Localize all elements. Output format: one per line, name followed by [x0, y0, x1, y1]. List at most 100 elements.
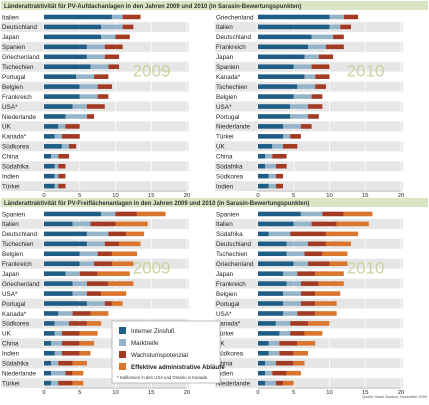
bar-deutschland-2 [122, 24, 134, 30]
bar-belgien-0 [44, 84, 80, 89]
bar-südkorea-1 [268, 173, 276, 179]
bar-indien-2 [275, 183, 284, 189]
bar-deutschland-2 [333, 34, 344, 40]
bar-usa-0 [44, 291, 73, 296]
category-label: Frankreich [2, 261, 32, 268]
bar-uk-2 [283, 144, 298, 149]
category-label: Italien [2, 14, 19, 21]
category-label: USA* [2, 291, 18, 298]
bar-griechenland-2 [308, 261, 330, 267]
category-label: Portugal [216, 301, 239, 308]
category-label: Türkei [2, 183, 20, 190]
bar-türkei-3 [304, 331, 323, 336]
bar-tschechien-0 [258, 251, 287, 257]
bar-südafrika-2 [275, 163, 287, 169]
bar-spanien-2 [322, 211, 344, 217]
bar-deutschland-1 [86, 231, 109, 237]
category-label: UK [216, 144, 226, 151]
category-label: Deutschland [2, 231, 38, 238]
bar-japan-0 [258, 54, 305, 60]
category-label: Spanien [2, 211, 26, 218]
bottom-title-bar [1, 198, 428, 207]
bar-belgien-2 [97, 251, 112, 257]
bar-china-0 [258, 360, 266, 366]
bar-türkei-0 [44, 380, 52, 386]
bar-usa-2 [86, 104, 105, 109]
x-tick-label: 20 [398, 193, 404, 199]
bar-spanien-2 [115, 211, 137, 217]
bar-italien-2 [90, 221, 116, 227]
x-tick-label: 20 [184, 390, 190, 396]
bar-deutschland-3 [325, 241, 351, 247]
bar-spanien-0 [44, 44, 87, 50]
bar-spanien-0 [258, 211, 301, 217]
bar-südafrika-0 [44, 163, 55, 169]
bar-indien-1 [268, 183, 276, 189]
bar-südafrika-2 [290, 231, 326, 237]
bar-japan-1 [101, 34, 116, 40]
bar-frankreich-2 [94, 261, 112, 267]
category-label: Frankreich [216, 281, 246, 288]
bar-spanien-0 [44, 211, 102, 217]
category-label: Belgien [2, 251, 24, 258]
row-band [215, 181, 403, 192]
panel-3: 2010SpanienItalienSüdafrikaDeutschlandTs… [215, 209, 404, 396]
bar-usa-1 [283, 311, 298, 316]
bar-spanien-1 [300, 211, 323, 217]
category-label: Südkorea [216, 351, 243, 358]
bar-belgien-1 [293, 94, 312, 99]
bar-südkorea-2 [69, 321, 87, 326]
bar-italien-0 [44, 14, 112, 20]
bar-griechenland-0 [258, 14, 330, 20]
bar-uk-2 [61, 331, 80, 336]
row-band [1, 121, 189, 132]
bar-indien-2 [272, 370, 287, 376]
bar-deutschland-0 [44, 231, 87, 237]
x-tick-label: 5 [78, 193, 81, 199]
category-label: Japan [2, 271, 20, 278]
bar-frankreich-1 [308, 44, 326, 50]
bar-usa-3 [101, 291, 127, 296]
category-label: Indien [216, 370, 234, 377]
bar-uk-3 [297, 341, 316, 346]
x-tick-label: 5 [292, 390, 295, 396]
x-tick-label: 0 [256, 193, 259, 199]
bar-griechenland-1 [72, 281, 87, 286]
top-title: Länderattraktivität für PV-Aufdachanlage… [4, 4, 301, 10]
bar-usa-0 [44, 104, 73, 109]
bar-frankreich-0 [44, 94, 80, 99]
bar-indien-3 [79, 350, 91, 356]
x-tick-label: 20 [398, 390, 404, 396]
category-label: Japan [216, 271, 234, 278]
bar-türkei-3 [72, 380, 84, 386]
bar-china-3 [293, 360, 305, 366]
bar-italien-1 [293, 221, 312, 227]
bar-kanada-1 [58, 311, 73, 316]
bar-indien-0 [258, 183, 269, 189]
bar-spanien-2 [104, 44, 123, 50]
bar-niederlande-0 [44, 114, 66, 119]
bar-deutschland-0 [258, 34, 312, 40]
bar-china-2 [275, 360, 294, 366]
bar-südafrika-3 [325, 231, 359, 237]
bar-kanada-2 [315, 74, 330, 79]
bar-belgien-3 [111, 251, 137, 257]
bar-kanada-0 [44, 134, 55, 139]
bar-niederlande-3 [72, 370, 84, 376]
category-label: Belgien [216, 291, 238, 298]
bar-italien-1 [72, 221, 91, 227]
bar-kanada-0 [258, 74, 305, 79]
bar-niederlande-1 [283, 124, 301, 129]
category-label: Griechenland [2, 54, 40, 61]
bar-china-1 [51, 341, 62, 346]
bar-uk-1 [268, 341, 280, 346]
bar-spanien-3 [136, 211, 166, 217]
bar-griechenland-2 [343, 14, 359, 20]
bar-japan-1 [304, 54, 319, 60]
x-tick-label: 10 [326, 193, 332, 199]
legend-swatch-marktreife [119, 339, 126, 346]
bar-japan-2 [115, 34, 130, 40]
panel-2: 2009 Spanien Italien Deutschland Tschechien B… [1, 209, 190, 396]
bar-italien-3 [336, 221, 369, 227]
